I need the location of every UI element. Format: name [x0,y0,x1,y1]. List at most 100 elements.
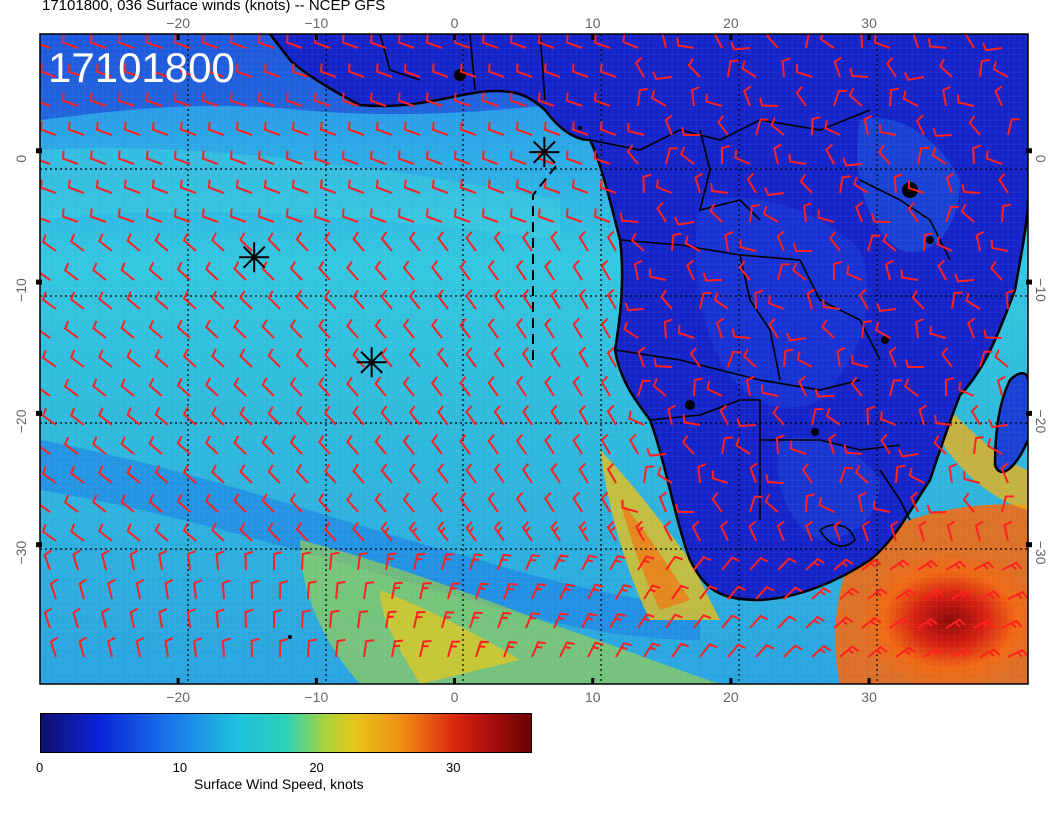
colorbar-tick-label: 30 [446,760,461,775]
wind-barb [239,232,253,252]
wind-barb [628,433,639,455]
wind-barb [777,615,797,629]
wind-barb [465,521,477,542]
wind-barb [40,101,51,107]
wind-barb [745,375,755,397]
wind-barb [624,302,645,312]
wind-barb [846,265,863,281]
wind-barb [689,347,701,368]
wind-barb [531,641,547,658]
wind-barb [107,578,116,600]
wind-barb [374,434,387,455]
wind-barb [742,348,757,368]
wind-barb [849,67,869,78]
wind-barb [61,208,79,223]
wind-barb [915,114,925,136]
wind-barb [571,179,589,194]
wind-barb [459,260,471,281]
wind-barb [578,404,589,426]
wind-barb [886,56,897,78]
wind-barb [69,233,85,252]
wind-barb [397,34,415,49]
wind-barb [963,471,981,484]
wind-barb [748,520,757,542]
wind-barb [193,579,203,600]
wind-barb [739,239,757,252]
wind-barb [691,520,701,542]
wind-barb [711,492,723,513]
wind-barb [599,179,617,194]
wind-barb [341,34,359,49]
wind-barb [295,348,309,368]
wind-barb [777,557,797,571]
wind-barb [182,464,197,484]
wind-barb [821,319,835,339]
wind-barb [374,318,387,339]
wind-barb [193,637,203,658]
wind-barb [979,648,1001,658]
wind-barb [615,641,632,658]
wind-barb [425,92,443,107]
wind-barb [694,172,703,194]
wind-barb [531,583,547,600]
wind-barb [939,58,953,78]
wind-barb [215,608,225,629]
wind-barb [431,63,449,78]
wind-barb [965,292,981,310]
wind-barb [374,260,387,281]
wind-barb [403,179,421,194]
wind-barb [98,407,113,426]
wind-barb [600,375,611,397]
wind-barb [749,556,769,571]
wind-barb [854,464,869,484]
wind-barb [918,404,927,426]
wind-barb [408,347,421,368]
wind-barb [374,376,387,397]
wind-barb [291,63,309,78]
wind-barb [765,474,785,484]
wind-barb [352,521,365,542]
wind-barb [402,318,415,339]
wind-barb [537,208,555,223]
wind-barb [324,405,337,426]
wind-barb [833,89,847,107]
wind-barb [676,37,695,49]
wind-barb [145,150,163,165]
wind-barb [713,34,723,49]
wind-barb [544,375,555,397]
wind-barb [671,232,682,252]
wind-barb [158,607,168,629]
wind-barb [335,580,346,600]
wind-barb [860,34,863,49]
wind-barb [900,269,919,281]
wind-barb [267,464,281,484]
wind-barb [205,377,219,397]
wind-barb [126,523,141,542]
wind-barb [98,233,113,252]
wind-barb [652,71,673,81]
wind-barb [89,34,107,49]
wind-barb [693,377,703,397]
wind-barb [848,87,863,107]
wind-barb [699,291,712,310]
lat-tick-right: −10 [1033,278,1049,302]
wind-barb [263,179,281,194]
wind-barb [120,494,135,513]
wind-barb [805,615,825,629]
wind-barb [833,616,854,629]
asterisk-marker [239,242,270,273]
wind-barb [317,434,331,455]
wind-barb [951,589,973,600]
wind-barb [776,520,785,542]
wind-barb [799,174,813,194]
wind-barb [623,321,639,339]
wind-barb [369,208,387,223]
wind-barb [986,438,1003,455]
wind-barb [487,179,505,194]
wind-barb [866,405,876,426]
wind-barb [622,34,639,49]
wind-barb [235,121,253,136]
wind-barb [301,609,311,629]
wind-barb [941,347,953,368]
